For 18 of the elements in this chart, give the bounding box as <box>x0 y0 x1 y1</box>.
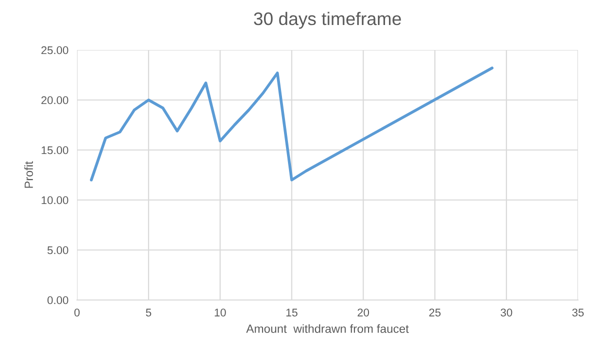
y-tick-label: 10.00 <box>42 196 68 204</box>
y-tick-label: 5.00 <box>47 246 68 254</box>
line-series <box>90 66 494 182</box>
x-tick-label: 30 <box>500 308 512 316</box>
y-tick-label: 25.00 <box>41 46 68 54</box>
chart-title: 30 days timeframe <box>254 12 401 29</box>
x-tick-label: 20 <box>358 308 370 316</box>
y-tick-label: 0.00 <box>47 296 68 304</box>
x-tick-label: 25 <box>429 308 441 316</box>
x-tick-label: 10 <box>214 308 226 316</box>
y-tick-label: 20.00 <box>41 96 68 104</box>
x-tick-label: 35 <box>572 308 584 316</box>
x-tick-label: 0 <box>74 308 80 316</box>
y-tick-label: 15.00 <box>42 146 68 154</box>
x-tick-label: 5 <box>146 308 152 316</box>
y-axis-title: Profit <box>24 161 33 188</box>
x-axis-title: Amount withdrawn from faucet <box>246 324 409 333</box>
x-tick-label: 15 <box>286 308 298 316</box>
